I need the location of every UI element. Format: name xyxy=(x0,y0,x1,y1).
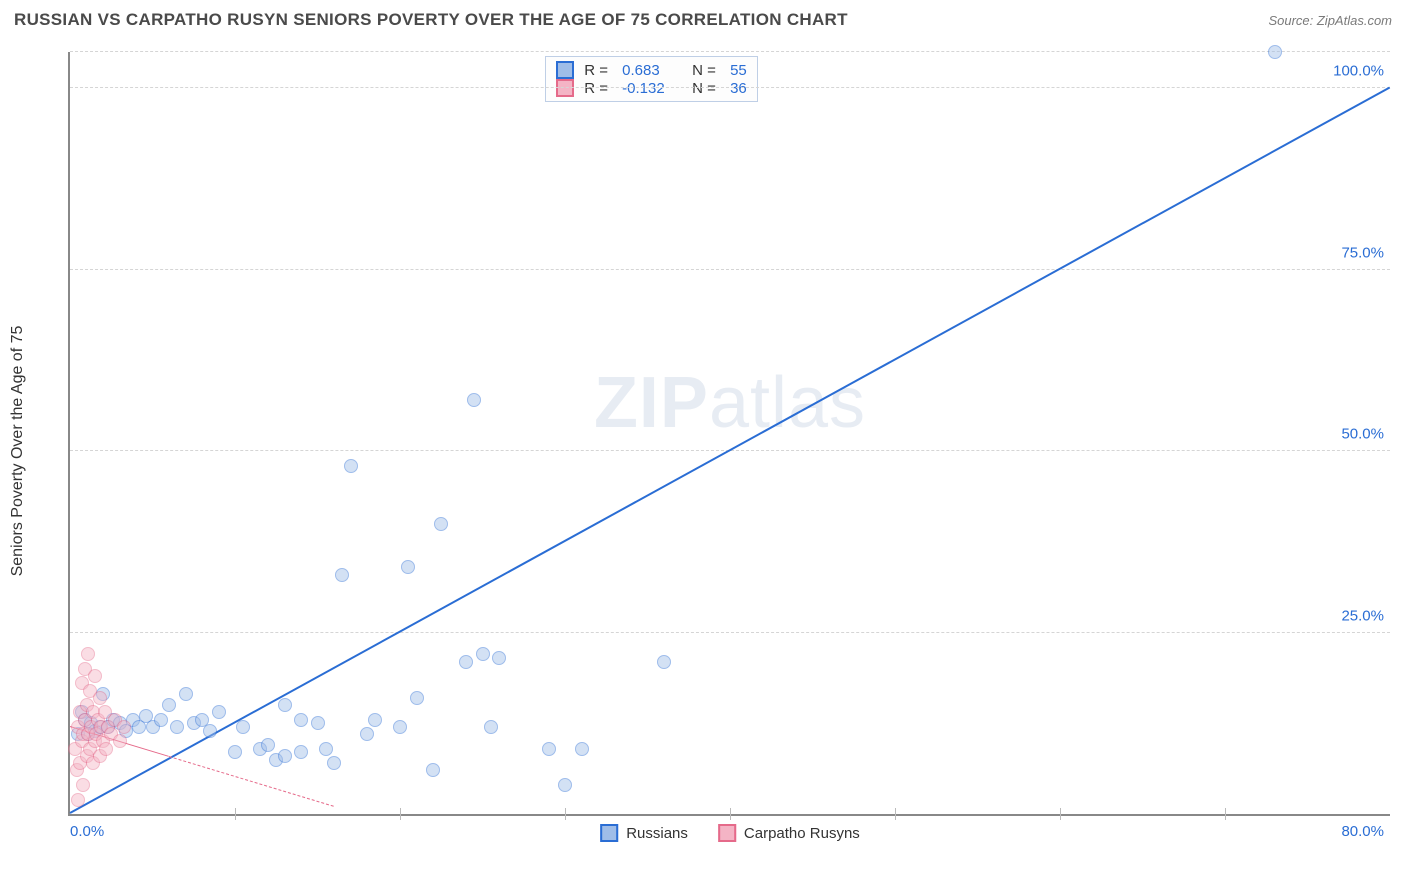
data-point xyxy=(558,778,572,792)
gridline-h xyxy=(70,632,1390,633)
data-point xyxy=(484,720,498,734)
data-point xyxy=(88,669,102,683)
data-point xyxy=(76,778,90,792)
data-point xyxy=(294,745,308,759)
legend-n-value: 55 xyxy=(730,62,747,79)
x-tick-mark xyxy=(895,808,896,820)
y-tick-label: 50.0% xyxy=(1341,426,1384,443)
data-point xyxy=(1268,45,1282,59)
data-point xyxy=(467,393,481,407)
legend-item: Russians xyxy=(600,824,688,842)
data-point xyxy=(228,745,242,759)
data-point xyxy=(179,687,193,701)
legend-series-name: Carpatho Rusyns xyxy=(744,825,860,842)
data-point xyxy=(459,655,473,669)
data-point xyxy=(278,749,292,763)
legend-r-value: 0.683 xyxy=(622,62,682,79)
data-point xyxy=(327,756,341,770)
data-point xyxy=(261,738,275,752)
data-point xyxy=(575,742,589,756)
trend-line xyxy=(169,756,334,807)
x-tick-mark xyxy=(235,808,236,820)
data-point xyxy=(113,734,127,748)
y-tick-label: 100.0% xyxy=(1333,63,1384,80)
legend-correlation-row: R = 0.683 N = 55 xyxy=(556,61,747,79)
legend-series-name: Russians xyxy=(626,825,688,842)
data-point xyxy=(476,647,490,661)
gridline-h xyxy=(70,269,1390,270)
data-point xyxy=(294,713,308,727)
data-point xyxy=(154,713,168,727)
data-point xyxy=(401,560,415,574)
legend-n-label: N = xyxy=(692,62,720,79)
data-point xyxy=(236,720,250,734)
data-point xyxy=(426,763,440,777)
data-point xyxy=(410,691,424,705)
y-tick-label: 75.0% xyxy=(1341,244,1384,261)
x-tick-mark xyxy=(1225,808,1226,820)
legend-swatch xyxy=(718,824,736,842)
data-point xyxy=(311,716,325,730)
x-tick-mark xyxy=(565,808,566,820)
data-point xyxy=(212,705,226,719)
data-point xyxy=(657,655,671,669)
data-point xyxy=(492,651,506,665)
data-point xyxy=(99,742,113,756)
plot-area: ZIPatlas 0.0% 80.0% RussiansCarpatho Rus… xyxy=(68,52,1390,816)
legend-r-label: R = xyxy=(584,62,612,79)
source-label: Source: ZipAtlas.com xyxy=(1268,13,1392,28)
data-point xyxy=(81,647,95,661)
data-point xyxy=(368,713,382,727)
y-tick-label: 25.0% xyxy=(1341,607,1384,624)
data-point xyxy=(93,691,107,705)
data-point xyxy=(344,459,358,473)
gridline-h xyxy=(70,51,1390,52)
data-point xyxy=(162,698,176,712)
data-point xyxy=(360,727,374,741)
x-tick-mark xyxy=(400,808,401,820)
chart-title: RUSSIAN VS CARPATHO RUSYN SENIORS POVERT… xyxy=(14,10,848,30)
watermark: ZIPatlas xyxy=(594,362,866,444)
data-point xyxy=(170,720,184,734)
data-point xyxy=(393,720,407,734)
data-point xyxy=(335,568,349,582)
data-point xyxy=(71,793,85,807)
plot-container: Seniors Poverty Over the Age of 75 ZIPat… xyxy=(40,46,1390,856)
x-tick-mark xyxy=(730,808,731,820)
x-tick-mark xyxy=(1060,808,1061,820)
x-tick-max: 80.0% xyxy=(1341,823,1384,840)
data-point xyxy=(319,742,333,756)
y-axis-label: Seniors Poverty Over the Age of 75 xyxy=(9,326,27,577)
legend-item: Carpatho Rusyns xyxy=(718,824,860,842)
legend-swatch xyxy=(600,824,618,842)
legend-correlation: R = 0.683N = 55R = -0.132N = 36 xyxy=(545,56,758,102)
legend-bottom: Russians Carpatho Rusyns xyxy=(600,824,860,842)
data-point xyxy=(434,517,448,531)
legend-swatch xyxy=(556,61,574,79)
data-point xyxy=(117,720,131,734)
x-tick-min: 0.0% xyxy=(70,823,104,840)
gridline-h xyxy=(70,87,1390,88)
data-point xyxy=(278,698,292,712)
data-point xyxy=(203,724,217,738)
data-point xyxy=(542,742,556,756)
